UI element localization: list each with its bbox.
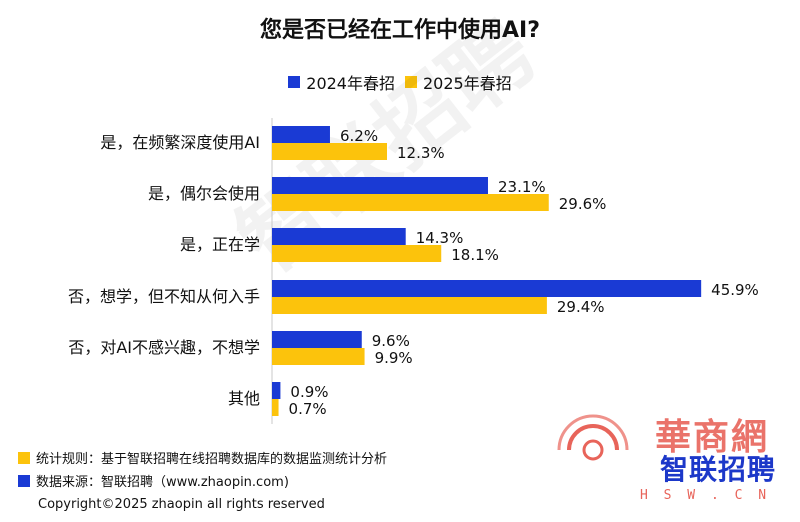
legend-label-2024: 2024年春招	[306, 74, 395, 93]
category-label: 其他	[228, 389, 260, 408]
legend-item-2025: 2025年春招	[405, 70, 512, 94]
copyright: Copyright©2025 zhaopin all rights reserv…	[38, 497, 325, 512]
legend-label-2025: 2025年春招	[423, 74, 512, 93]
data-label-2025: 29.6%	[559, 195, 607, 213]
bar-2025	[272, 245, 442, 262]
zhaopin-logo: 智联招聘	[660, 453, 777, 486]
bar-2024	[272, 280, 702, 297]
bar-chart: 是，在频繁深度使用AI 6.2% 12.3% 是，偶尔会使用 23.1% 29.6% 是，正…	[68, 118, 759, 424]
category-label: 是，偶尔会使用	[148, 184, 260, 203]
data-label-2024: 14.3%	[416, 229, 464, 247]
data-label-2024: 45.9%	[711, 281, 759, 299]
note-rule: 统计规则：基于智联招聘在线招聘数据库的数据监测统计分析	[18, 448, 387, 467]
category-label: 否，对AI不感兴趣，不想学	[68, 338, 260, 357]
data-label-2025: 29.4%	[557, 298, 605, 316]
note-rule-text: 统计规则：基于智联招聘在线招聘数据库的数据监测统计分析	[36, 452, 388, 467]
bar-2024	[272, 331, 362, 348]
hsw-logo-mark	[557, 414, 629, 461]
bar-2024	[272, 228, 406, 245]
legend: 2024年春招 2025年春招	[0, 70, 800, 94]
hsw-logo-url: H S W . C N	[640, 488, 771, 503]
data-label-2025: 12.3%	[397, 144, 445, 162]
bar-2024	[272, 126, 330, 143]
bar-2024	[272, 382, 281, 399]
data-label-2025: 18.1%	[451, 246, 499, 264]
note-source-text: 数据来源：智联招聘（www.zhaopin.com)	[36, 475, 289, 490]
legend-item-2024: 2024年春招	[288, 70, 395, 94]
bar-2025	[272, 194, 549, 211]
data-label-2025: 0.7%	[289, 400, 327, 418]
category-label: 是，正在学	[180, 235, 260, 254]
note-source-swatch	[18, 474, 30, 487]
bar-2025	[272, 348, 365, 365]
bar-2025	[272, 143, 388, 160]
bar-2025	[272, 399, 279, 416]
chart-title: 您是否已经在工作中使用AI?	[260, 18, 540, 43]
data-label-2024: 9.6%	[372, 332, 410, 350]
bar-2024	[272, 177, 488, 194]
data-label-2024: 23.1%	[498, 178, 546, 196]
legend-swatch-2025	[405, 76, 417, 88]
category-label: 否，想学，但不知从何入手	[68, 287, 260, 306]
legend-swatch-2024	[288, 76, 301, 88]
bar-2025	[272, 297, 547, 314]
hsw-logo-text: 華商網	[655, 417, 770, 458]
data-label-2024: 6.2%	[340, 127, 378, 145]
note-rule-swatch	[18, 451, 30, 464]
data-label-2025: 9.9%	[375, 349, 413, 367]
note-source: 数据来源：智联招聘（www.zhaopin.com)	[18, 471, 289, 490]
category-label: 是，在频繁深度使用AI	[100, 133, 260, 152]
data-label-2024: 0.9%	[290, 383, 328, 401]
